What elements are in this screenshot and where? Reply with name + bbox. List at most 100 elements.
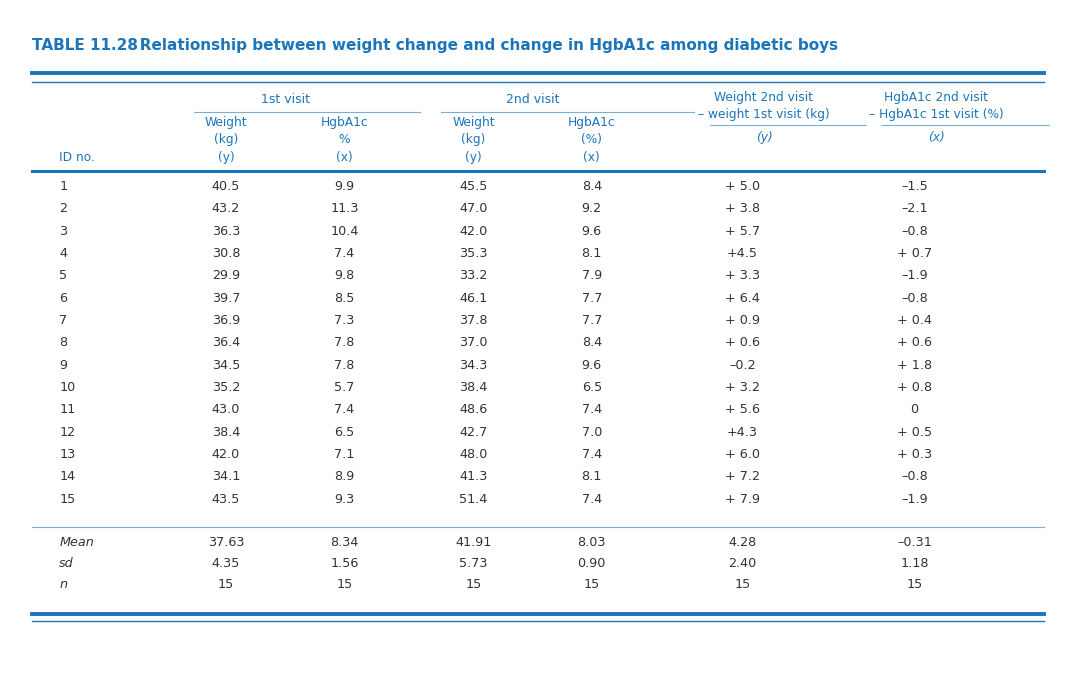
Text: 12: 12 [59,426,75,438]
Text: HgbA1c 2nd visit
– HgbA1c 1st visit (%): HgbA1c 2nd visit – HgbA1c 1st visit (%) [868,91,1004,121]
Text: 2.40: 2.40 [728,557,756,570]
Text: +4.3: +4.3 [727,426,758,438]
Text: –0.31: –0.31 [897,536,932,549]
Text: 34.1: 34.1 [212,470,240,483]
Text: 8.4: 8.4 [582,180,601,193]
Text: Weight
(kg)
(y): Weight (kg) (y) [204,116,247,163]
Text: + 3.3: + 3.3 [725,269,760,282]
Text: 9: 9 [59,359,67,371]
Text: 9.3: 9.3 [335,493,354,505]
Text: Weight
(kg)
(y): Weight (kg) (y) [452,116,495,163]
Text: 15: 15 [583,578,600,591]
Text: + 7.9: + 7.9 [725,493,760,505]
Text: 9.8: 9.8 [335,269,354,282]
Text: 43.5: 43.5 [212,493,240,505]
Text: –1.5: –1.5 [902,180,928,193]
Text: 9.6: 9.6 [582,225,601,237]
Text: + 3.2: + 3.2 [725,381,760,394]
Text: 8.4: 8.4 [582,336,601,349]
Text: 1.18: 1.18 [901,557,929,570]
Text: 3: 3 [59,225,68,237]
Text: 33.2: 33.2 [459,269,487,282]
Text: –1.9: –1.9 [902,269,928,282]
Text: 51.4: 51.4 [459,493,487,505]
Text: 48.6: 48.6 [459,403,487,416]
Text: 8.34: 8.34 [330,536,358,549]
Text: 7.1: 7.1 [335,448,354,461]
Text: 8.1: 8.1 [582,247,601,260]
Text: n: n [59,578,68,591]
Text: 37.63: 37.63 [208,536,244,549]
Text: 0.90: 0.90 [578,557,606,570]
Text: 36.3: 36.3 [212,225,240,237]
Text: 48.0: 48.0 [459,448,487,461]
Text: 8.9: 8.9 [335,470,354,483]
Text: 38.4: 38.4 [212,426,240,438]
Text: 4: 4 [59,247,67,260]
Text: 7: 7 [59,314,68,327]
Text: 29.9: 29.9 [212,269,240,282]
Text: 11.3: 11.3 [330,202,358,215]
Text: 9.6: 9.6 [582,359,601,371]
Text: + 0.6: + 0.6 [897,336,932,349]
Text: + 0.9: + 0.9 [725,314,760,327]
Text: 7.9: 7.9 [582,269,601,282]
Text: 5.73: 5.73 [459,557,487,570]
Text: + 6.4: + 6.4 [725,292,760,304]
Text: 34.5: 34.5 [212,359,240,371]
Text: + 0.8: + 0.8 [897,381,932,394]
Text: + 5.0: + 5.0 [725,180,760,193]
Text: –0.2: –0.2 [730,359,755,371]
Text: Mean: Mean [59,536,94,549]
Text: + 3.8: + 3.8 [725,202,760,215]
Text: 37.0: 37.0 [459,336,487,349]
Text: 37.8: 37.8 [459,314,487,327]
Text: 2nd visit: 2nd visit [506,93,560,105]
Text: 36.4: 36.4 [212,336,240,349]
Text: + 7.2: + 7.2 [725,470,760,483]
Text: 41.3: 41.3 [459,470,487,483]
Text: –0.8: –0.8 [902,470,928,483]
Text: 6.5: 6.5 [582,381,601,394]
Text: 8: 8 [59,336,68,349]
Text: 6.5: 6.5 [335,426,354,438]
Text: 7.0: 7.0 [582,426,601,438]
Text: 45.5: 45.5 [459,180,487,193]
Text: 11: 11 [59,403,75,416]
Text: 7.8: 7.8 [335,359,354,371]
Text: 7.7: 7.7 [582,314,601,327]
Text: + 0.3: + 0.3 [897,448,932,461]
Text: (x): (x) [928,131,945,144]
Text: 5.7: 5.7 [335,381,354,394]
Text: 7.8: 7.8 [335,336,354,349]
Text: 7.4: 7.4 [582,403,601,416]
Text: 8.1: 8.1 [582,470,601,483]
Text: + 5.7: + 5.7 [725,225,760,237]
Text: 15: 15 [906,578,923,591]
Text: 10: 10 [59,381,75,394]
Text: + 0.5: + 0.5 [897,426,932,438]
Text: HgbA1c
(%)
(x): HgbA1c (%) (x) [568,116,615,163]
Text: 5: 5 [59,269,68,282]
Text: 9.2: 9.2 [582,202,601,215]
Text: 42.7: 42.7 [459,426,487,438]
Text: 1st visit: 1st visit [260,93,310,105]
Text: 7.7: 7.7 [582,292,601,304]
Text: 4.35: 4.35 [212,557,240,570]
Text: 2: 2 [59,202,67,215]
Text: 10.4: 10.4 [330,225,358,237]
Text: 7.4: 7.4 [582,448,601,461]
Text: 38.4: 38.4 [459,381,487,394]
Text: 0: 0 [910,403,919,416]
Text: (y): (y) [755,131,773,144]
Text: 35.3: 35.3 [459,247,487,260]
Text: 42.0: 42.0 [212,448,240,461]
Text: 6: 6 [59,292,67,304]
Text: + 1.8: + 1.8 [897,359,932,371]
Text: 4.28: 4.28 [728,536,756,549]
Text: 15: 15 [734,578,751,591]
Text: 40.5: 40.5 [212,180,240,193]
Text: 15: 15 [465,578,482,591]
Text: +4.5: +4.5 [727,247,758,260]
Text: –2.1: –2.1 [902,202,928,215]
